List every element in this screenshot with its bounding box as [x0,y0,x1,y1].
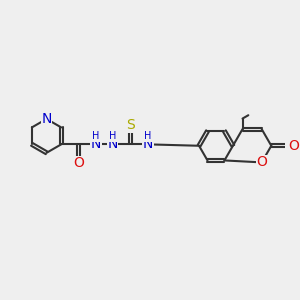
Text: O: O [73,157,84,170]
Text: N: N [107,137,118,152]
Text: S: S [126,118,134,132]
Text: N: N [142,137,153,152]
Text: O: O [256,155,267,170]
Text: N: N [41,112,52,126]
Text: H: H [92,131,100,141]
Text: O: O [289,139,300,153]
Text: H: H [144,131,152,141]
Text: H: H [109,131,116,141]
Text: N: N [91,137,101,152]
